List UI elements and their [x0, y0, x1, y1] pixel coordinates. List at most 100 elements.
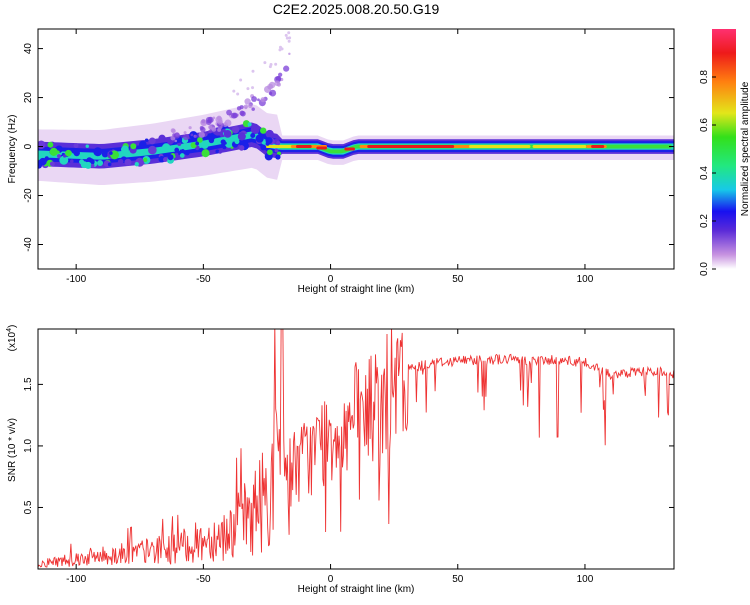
spectrum-branch-point: [172, 133, 176, 137]
spectrum-blob: [177, 141, 182, 146]
spectrum-blob: [174, 152, 179, 157]
spectrum-branch-point: [244, 106, 248, 110]
spectrogram-y-tick-label: -20: [23, 188, 34, 203]
spectrum-blob: [222, 145, 227, 150]
spectrum-blob: [56, 154, 61, 159]
spectrum-blob: [184, 150, 190, 156]
spectrum-blob: [148, 145, 157, 155]
spectrum-blob: [260, 127, 267, 134]
spectrum-blob: [44, 156, 49, 161]
spectrum-branch-faint: [278, 48, 282, 52]
chart-title: C2E2.2025.008.20.50.G19: [273, 1, 440, 17]
spectrum-blob: [179, 153, 185, 158]
spectrum-branch-point: [268, 81, 276, 89]
spectrum-blob: [144, 138, 149, 142]
spectrum-blob: [162, 143, 171, 152]
spectrum-branch-point: [283, 65, 290, 72]
colorbar-tick-label: 0.6: [699, 118, 710, 132]
spectrum-branch-point: [200, 119, 208, 127]
spectrum-blob: [107, 162, 112, 167]
spectrum-blob: [260, 144, 267, 151]
spectrum-blob: [62, 154, 67, 158]
spectrum-blob: [49, 147, 58, 156]
snr-y-tick-label: 1.0: [23, 439, 34, 453]
spectrogram-y-tick-label: 0: [23, 143, 34, 149]
spectrum-branch-point: [239, 105, 244, 110]
snr-x-tick-label: -100: [66, 574, 86, 585]
spectrum-blob: [148, 137, 156, 145]
spectrogram-x-tick-label: 100: [577, 274, 594, 285]
spectrum-blob: [174, 147, 180, 153]
spectrum-blob: [231, 125, 240, 134]
spectrum-blob: [101, 150, 109, 158]
snr-ticks: -100 -50 0 50 100 0.5 1.0 1.5: [23, 329, 674, 585]
spectrum-blob: [265, 129, 274, 139]
colorbar-tick-label: 0.0: [699, 262, 710, 276]
spectrum-branch-point: [211, 126, 217, 132]
spectrum-blob: [90, 163, 95, 168]
spectrum-branch-point: [200, 126, 206, 133]
spectrum-branch-point: [244, 98, 251, 105]
spectrum-branch-point: [239, 110, 245, 116]
spectrogram-x-tick-label: 50: [452, 274, 464, 285]
spectrogram-y-tick-label: 40: [23, 43, 34, 55]
colorbar: 0.0 0.2 0.4 0.6 0.8 Normalized spectral ampl…: [699, 29, 750, 276]
spectrum-blob: [59, 155, 69, 165]
spectrogram-y-tick-label: 20: [23, 92, 34, 104]
spectrum-blob: [162, 157, 168, 162]
spectrogram-ticks: -100 -50 0 50 100 -40 -20 0 20 40: [23, 29, 674, 285]
snr-x-tick-label: -50: [196, 574, 211, 585]
spectrum-blob: [223, 130, 232, 138]
spectrum-blob: [238, 145, 245, 151]
spectrum-branch-point: [260, 97, 266, 103]
spectrum-blob: [71, 148, 77, 154]
spectrum-branch-point: [274, 80, 281, 87]
spectrum-blob: [275, 154, 281, 160]
spectrogram-x-tick-label: -50: [196, 274, 211, 285]
spectrum-branch-point: [190, 133, 194, 137]
snr-x-tick-label: 100: [577, 574, 594, 585]
spectrum-branch-faint: [251, 86, 255, 90]
spectrum-branch-faint: [287, 31, 291, 35]
spectrum-branch-point: [174, 139, 178, 143]
colorbar-tick-label: 0.4: [699, 166, 710, 180]
spectrum-branch-point: [217, 128, 222, 132]
spectrum-branch-point: [248, 103, 253, 109]
spectrum-blob: [109, 151, 113, 155]
spectrum-branch-faint: [246, 87, 250, 91]
spectrum-blob: [218, 150, 222, 154]
snr-series-line: [38, 329, 674, 568]
spectrum-blob: [195, 141, 200, 146]
snr-y-tick-label: 0.5: [23, 500, 34, 514]
spectrum-branch-faint: [288, 36, 292, 40]
spectrum-blob: [224, 139, 234, 148]
spectrum-branch-point: [232, 112, 239, 119]
spectrum-branch-point: [188, 126, 192, 130]
spectrum-blob: [276, 140, 281, 146]
spectrum-branch-point: [205, 116, 213, 124]
spectrum-branch-point: [288, 52, 291, 56]
snr-y-axis-label: SNR (10 * v/v): [7, 418, 18, 482]
spectrogram-x-tick-label: 0: [328, 274, 334, 285]
spectrum-blob: [247, 122, 252, 127]
colorbar-gradient: [712, 29, 736, 269]
spectrum-branch-point: [183, 131, 187, 135]
spectrum-blob: [190, 142, 197, 149]
spectrum-branch-point: [183, 134, 190, 141]
spectrum-branch-faint: [274, 62, 278, 66]
colorbar-ticks: 0.0 0.2 0.4 0.6 0.8: [699, 70, 716, 276]
spectrogram-x-tick-label: -100: [66, 274, 86, 285]
spectrum-blob: [201, 149, 210, 158]
spectrum-blob: [158, 156, 165, 163]
spectrum-branch-faint: [236, 92, 240, 96]
spectrum-blob: [223, 141, 227, 145]
spectrum-blob: [179, 148, 186, 156]
spectrum-blob: [250, 125, 260, 135]
snr-marks: [38, 329, 674, 568]
snr-x-axis-label: Height of straight line (km): [298, 584, 415, 595]
spectrum-branch-point: [198, 131, 205, 138]
spectrum-branch-point: [173, 132, 181, 139]
spectrum-blob: [117, 158, 124, 165]
snr-frame: [37, 328, 675, 570]
